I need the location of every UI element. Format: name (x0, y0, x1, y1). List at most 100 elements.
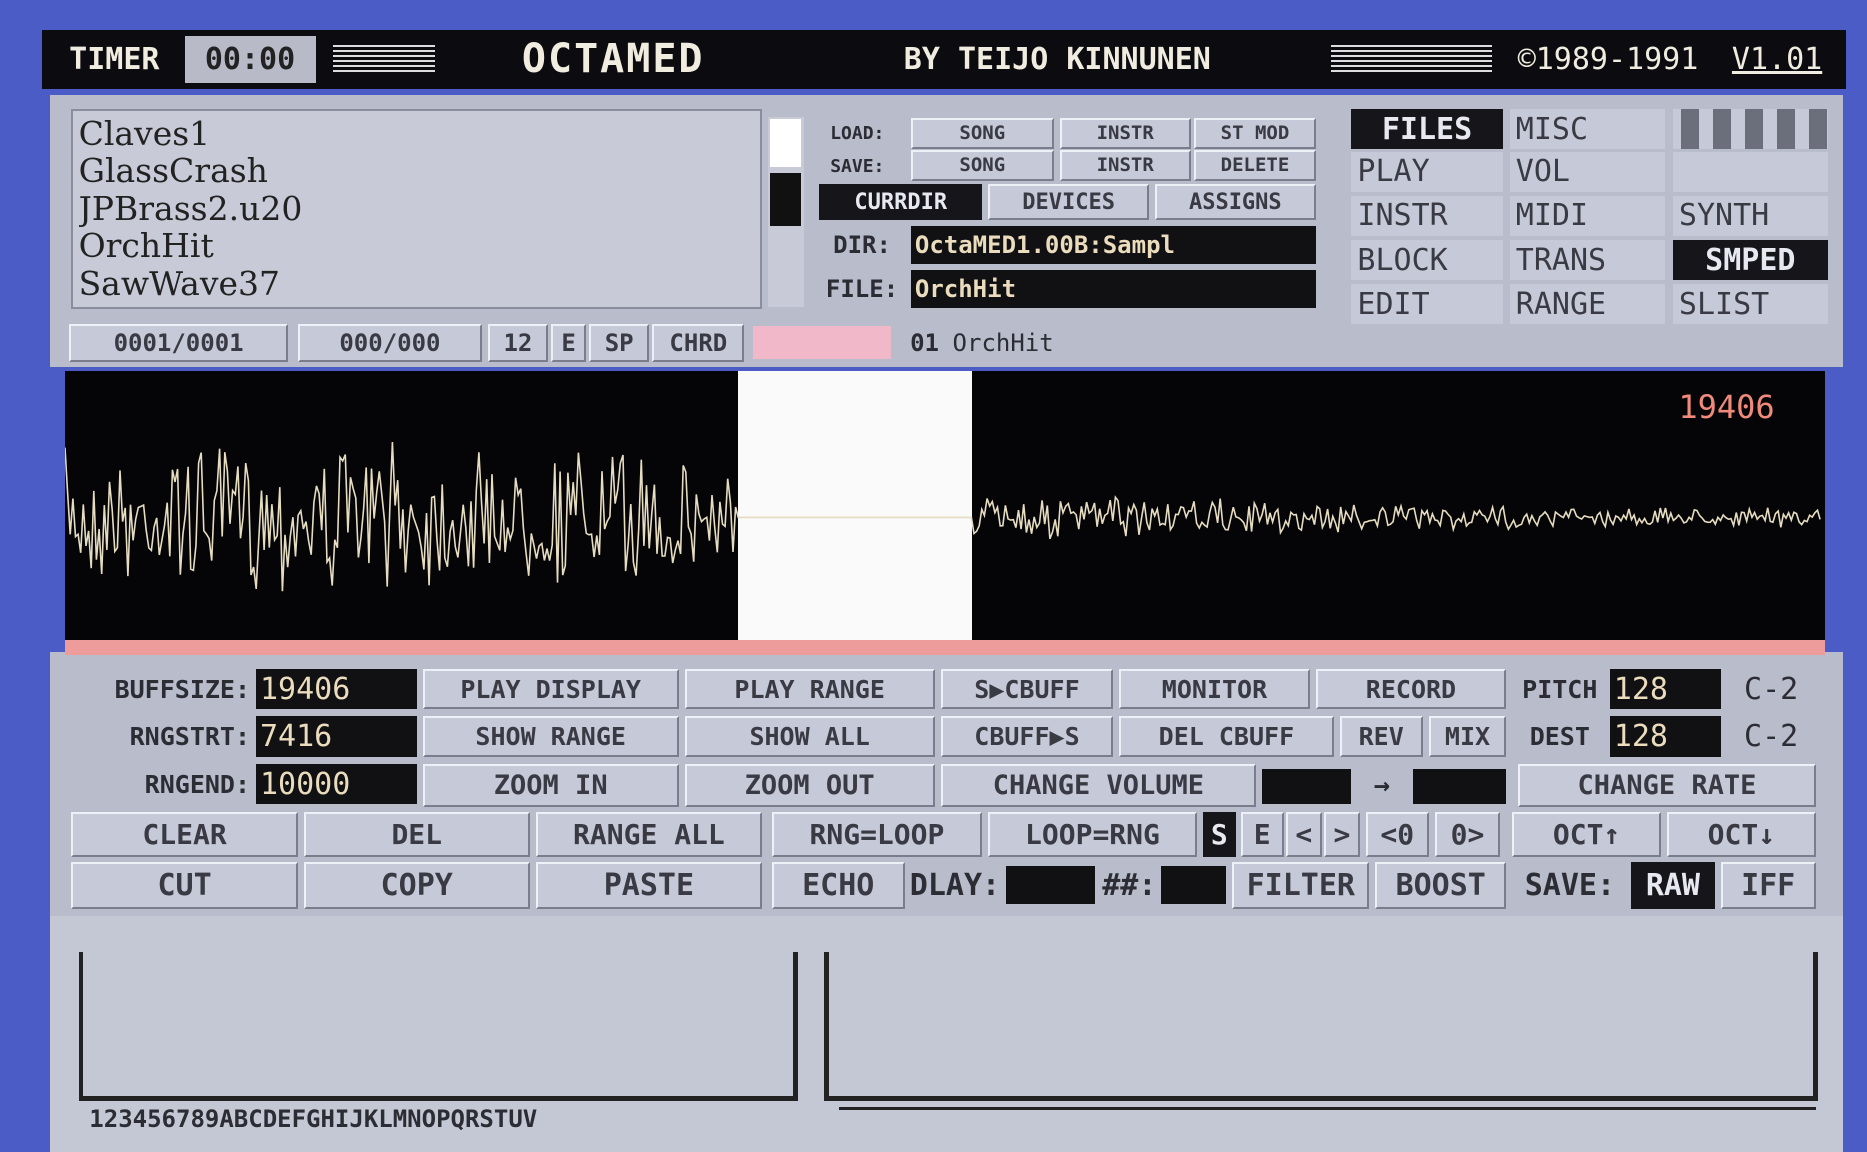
save-label[interactable]: SAVE: (1512, 862, 1627, 910)
button[interactable]: OCT↑ (1512, 812, 1661, 857)
arrow[interactable]: → (1355, 764, 1409, 807)
button[interactable]: FILTER (1232, 862, 1369, 910)
menu-item[interactable]: MISC (1510, 109, 1665, 148)
file-item[interactable]: Claves1 (79, 114, 555, 152)
button[interactable]: S▶CBUFF (941, 669, 1114, 709)
menu-item[interactable]: RANGE (1510, 284, 1665, 323)
status-field: 12 (488, 324, 548, 362)
menu-item[interactable]: VOL (1510, 152, 1665, 191)
button[interactable]: PASTE (536, 862, 762, 910)
scroll-knob[interactable] (770, 173, 801, 227)
dir-button[interactable]: DEVICES (988, 184, 1149, 220)
button[interactable]: <0 (1366, 812, 1429, 857)
field-value[interactable]: 19406 (256, 669, 417, 709)
pitch-note: C-2 (1726, 669, 1815, 709)
menu-item[interactable]: TRANS (1510, 240, 1665, 279)
dest-label: DEST (1512, 716, 1607, 756)
hash-label[interactable]: ##: (1101, 862, 1157, 910)
save-button[interactable]: INSTR (1060, 150, 1191, 181)
file-item[interactable]: SawWave37 (79, 264, 555, 302)
status-field: SP (589, 324, 649, 362)
button[interactable]: BOOST (1375, 862, 1506, 910)
button[interactable]: CHANGE RATE (1518, 764, 1816, 807)
dlay-label[interactable]: DLAY: (907, 862, 1002, 910)
status-color (753, 326, 891, 359)
dir-label: DIR: (816, 226, 909, 264)
dir-button[interactable]: CURRDIR (819, 184, 982, 220)
menu-item[interactable]: SLIST (1673, 284, 1828, 323)
button[interactable]: IFF (1721, 862, 1816, 910)
load-button[interactable]: INSTR (1060, 118, 1191, 149)
button[interactable]: CBUFF▶S (941, 716, 1114, 756)
menu-item[interactable]: EDIT (1351, 284, 1502, 323)
field-value[interactable]: 7416 (256, 716, 417, 756)
button[interactable]: ZOOM IN (423, 764, 679, 807)
button[interactable]: RECORD (1316, 669, 1507, 709)
field-label: RNGEND: (69, 764, 250, 804)
save-button[interactable]: DELETE (1194, 150, 1315, 181)
button[interactable]: 0> (1435, 812, 1500, 857)
button[interactable]: ECHO (772, 862, 905, 910)
dest-value[interactable]: 128 (1610, 716, 1721, 756)
save-button[interactable]: SONG (911, 150, 1054, 181)
button[interactable]: > (1324, 812, 1360, 857)
scroll-top (770, 119, 801, 167)
waveform (65, 371, 1825, 640)
button[interactable]: S (1203, 812, 1236, 857)
button[interactable]: COPY (304, 862, 530, 910)
button[interactable]: PLAY DISPLAY (423, 669, 679, 709)
status-field: E (551, 324, 586, 362)
hash-value[interactable] (1161, 866, 1226, 904)
button[interactable]: < (1286, 812, 1322, 857)
menu-icons[interactable] (1673, 109, 1828, 148)
stripes (333, 45, 434, 74)
button[interactable]: PLAY RANGE (685, 669, 935, 709)
button[interactable]: OCT↓ (1667, 812, 1816, 857)
button[interactable]: CLEAR (71, 812, 297, 857)
button[interactable]: E (1241, 812, 1284, 857)
sample-length: 19406 (1655, 383, 1798, 431)
button[interactable]: DEL CBUFF (1119, 716, 1333, 756)
file-item[interactable]: GlassCrash (79, 152, 555, 190)
pitch-value[interactable]: 128 (1610, 669, 1721, 709)
file-item[interactable]: JPBrass2.u20 (79, 189, 555, 227)
button[interactable]: MONITOR (1119, 669, 1310, 709)
load-button[interactable]: ST MOD (1194, 118, 1315, 149)
button[interactable]: SHOW RANGE (423, 716, 679, 756)
button[interactable]: LOOP=RNG (988, 812, 1196, 857)
menu-item[interactable]: SMPED (1673, 240, 1828, 279)
menu-item[interactable]: MIDI (1510, 196, 1665, 235)
status-field: CHRD (652, 324, 744, 362)
graph-axis-left (824, 952, 829, 1101)
button[interactable]: CUT (71, 862, 297, 910)
file-value[interactable]: OrchHit (911, 270, 1316, 308)
file-label: FILE: (816, 270, 909, 308)
menu-item[interactable]: SYNTH (1673, 196, 1828, 235)
button[interactable]: MIX (1429, 716, 1506, 756)
button[interactable]: ZOOM OUT (685, 764, 935, 807)
menu-item[interactable]: FILES (1351, 109, 1502, 148)
button[interactable]: CHANGE VOLUME (941, 764, 1257, 807)
button[interactable]: RANGE ALL (536, 812, 762, 857)
volume-to[interactable] (1413, 769, 1506, 805)
version: V1.01 (1721, 36, 1834, 84)
button[interactable]: RAW (1631, 862, 1714, 910)
button[interactable]: DEL (304, 812, 530, 857)
volume-from[interactable] (1262, 769, 1351, 805)
dlay-value[interactable] (1006, 866, 1095, 904)
field-value[interactable]: 10000 (256, 764, 417, 804)
waveform-line (65, 442, 1820, 591)
menu-item[interactable]: BLOCK (1351, 240, 1502, 279)
file-item[interactable]: OrchHit (79, 227, 555, 265)
dir-button[interactable]: ASSIGNS (1155, 184, 1316, 220)
load-button[interactable]: SONG (911, 118, 1054, 149)
status-field: 01 (899, 324, 950, 362)
dir-value[interactable]: OctaMED1.00B:Sampl (911, 226, 1316, 264)
graph-axis-left (79, 952, 84, 1101)
menu-item[interactable]: INSTR (1351, 196, 1502, 235)
button[interactable]: REV (1340, 716, 1423, 756)
pitch-label: PITCH (1512, 669, 1607, 709)
button[interactable]: SHOW ALL (685, 716, 935, 756)
button[interactable]: RNG=LOOP (772, 812, 983, 857)
menu-item[interactable]: PLAY (1351, 152, 1502, 191)
